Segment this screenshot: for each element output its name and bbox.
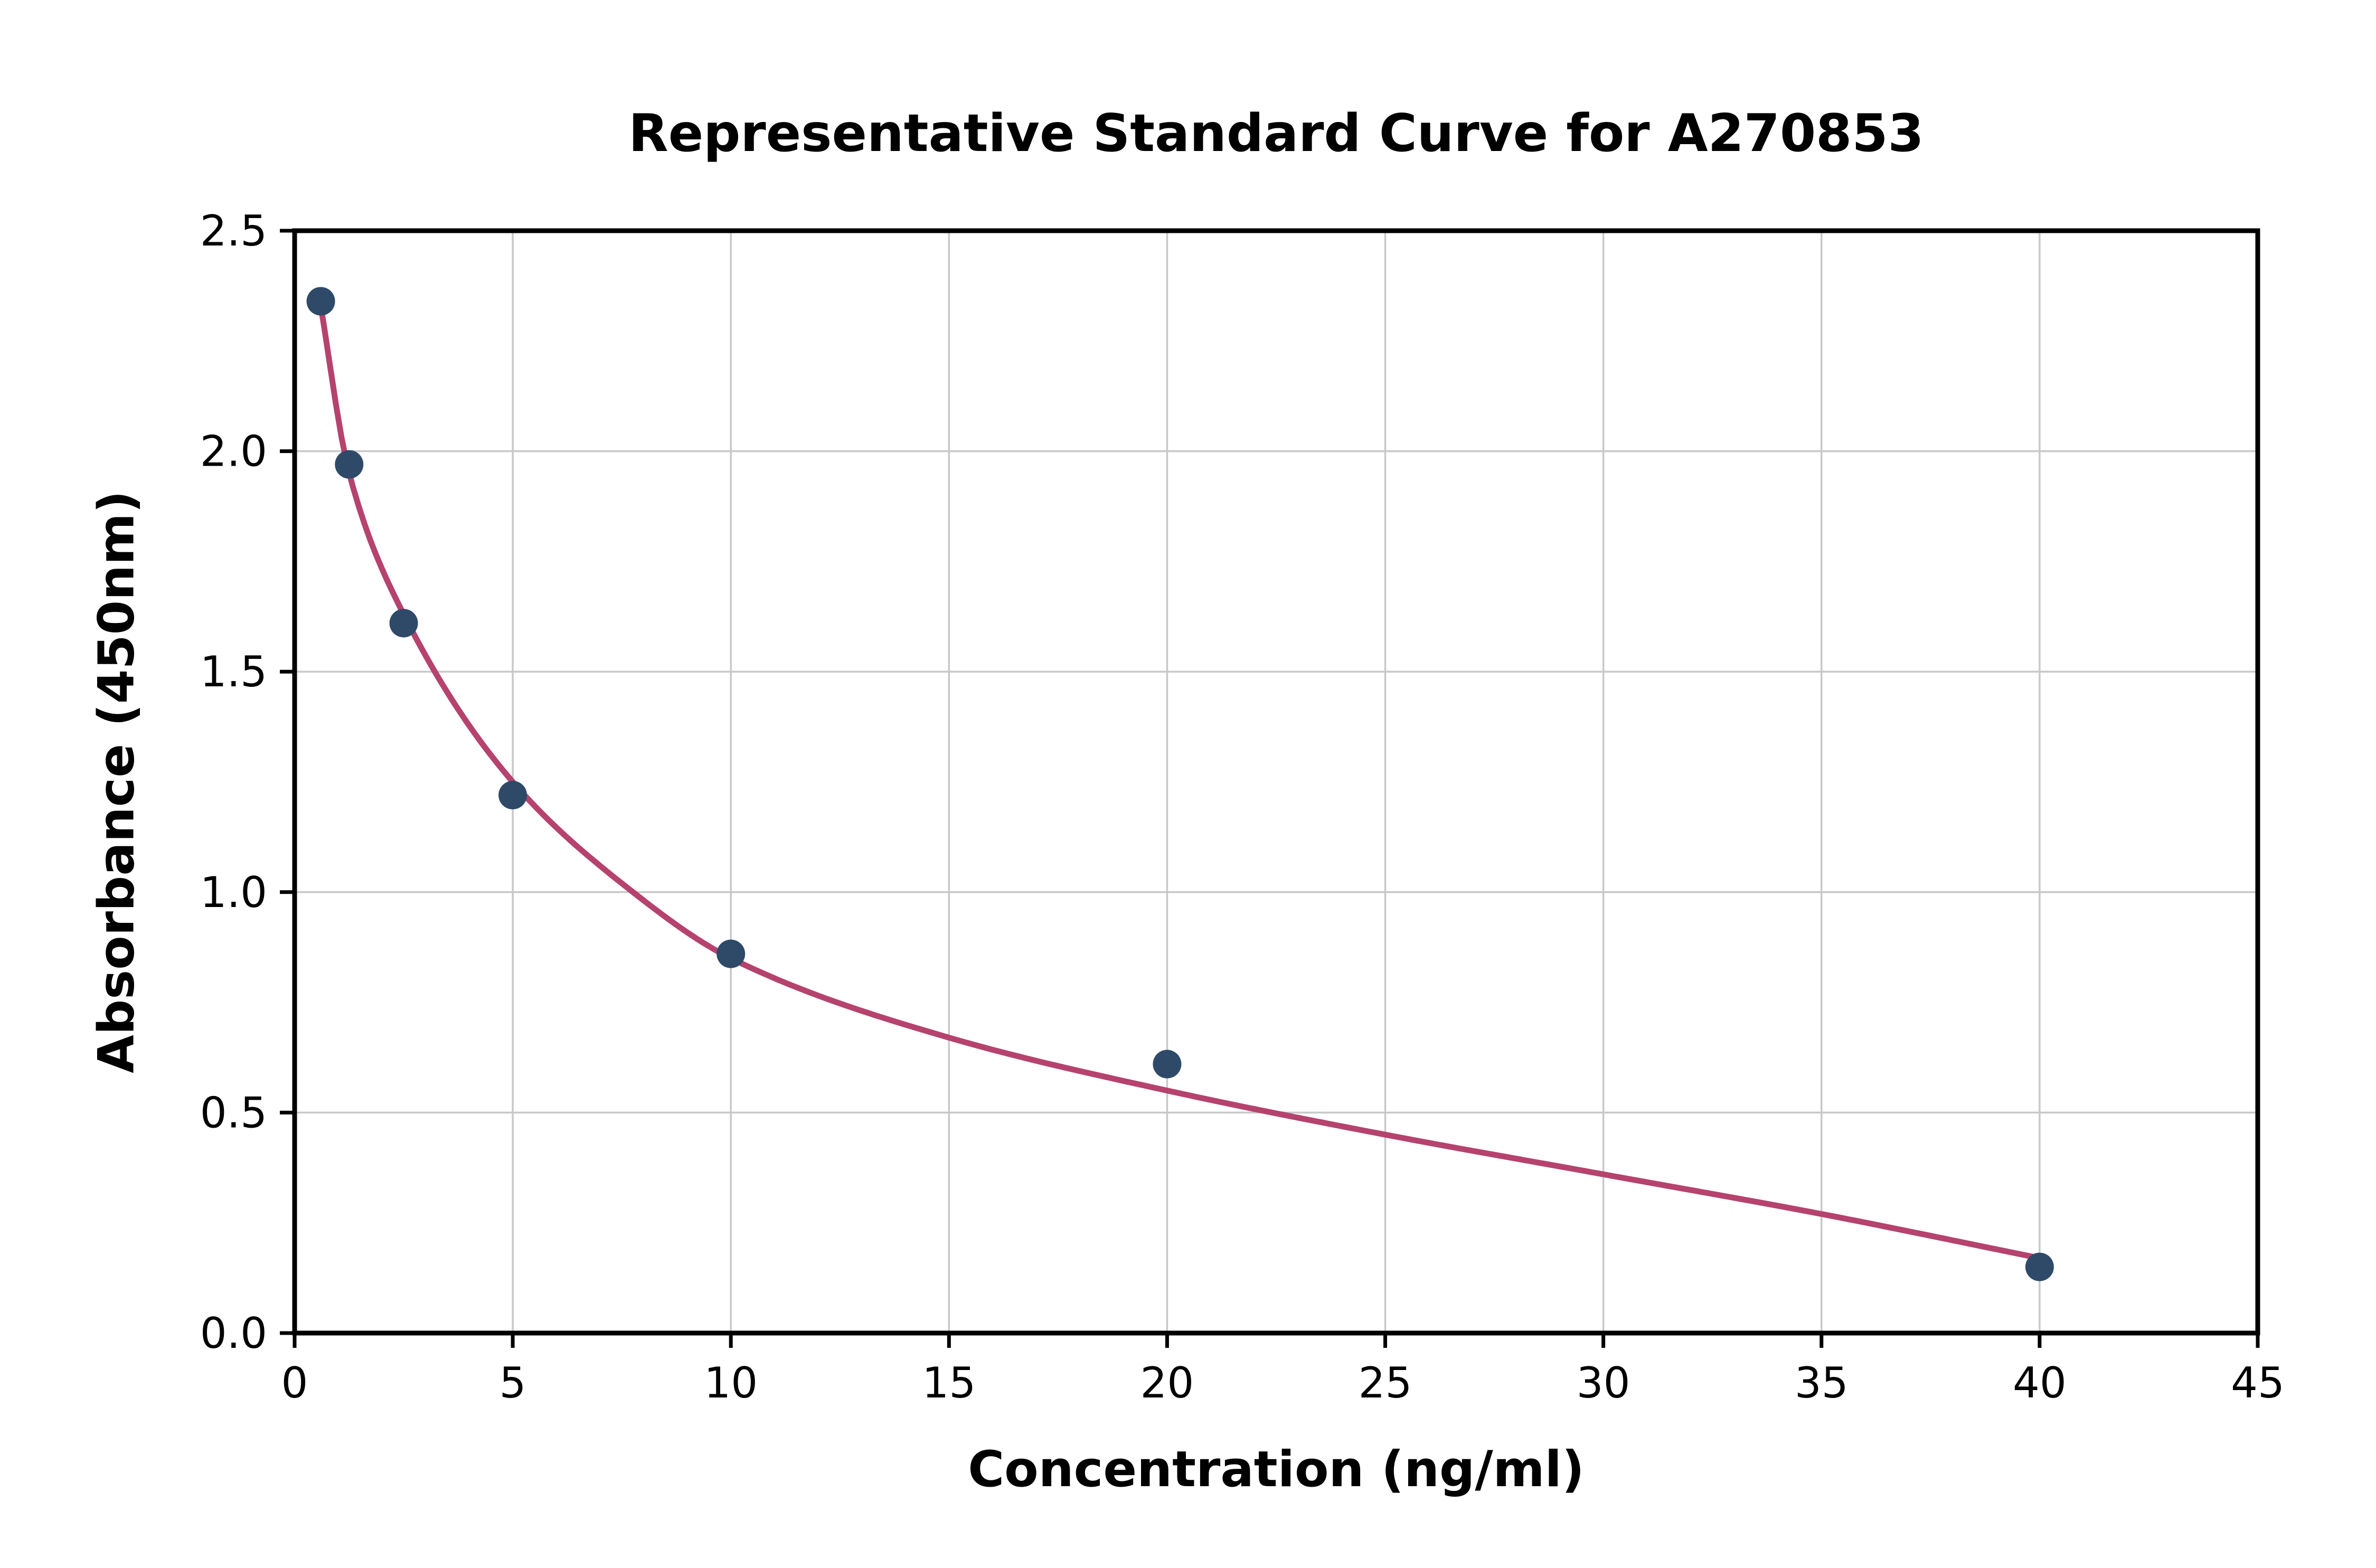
x-tick-label: 30 [1577, 1358, 1630, 1408]
data-point [498, 781, 527, 810]
plot-border [292, 228, 2260, 1336]
y-tick-label: 0.0 [200, 1309, 267, 1358]
data-point [1153, 1050, 1182, 1079]
x-tick-label: 10 [704, 1358, 758, 1408]
data-point [2025, 1252, 2054, 1281]
x-tick-label: 25 [1359, 1358, 1412, 1408]
x-tick-label: 15 [922, 1358, 976, 1408]
x-tick-label: 20 [1140, 1358, 1194, 1408]
x-tick-label: 35 [1795, 1358, 1849, 1408]
data-point [335, 450, 364, 479]
x-tick-label: 5 [499, 1358, 526, 1408]
chart-title: Representative Standard Curve for A27085… [628, 103, 1924, 164]
data-point [716, 939, 746, 968]
y-tick-label: 2.0 [200, 427, 267, 476]
y-tick-label: 1.0 [200, 868, 267, 917]
fitted-curve [315, 289, 2043, 1261]
y-tick-label: 0.5 [200, 1088, 267, 1137]
data-point [389, 609, 418, 638]
x-tick-label: 40 [2013, 1358, 2067, 1408]
y-tick-label: 2.5 [200, 206, 267, 256]
y-tick-label: 1.5 [200, 647, 267, 696]
data-point [306, 287, 335, 316]
x-tick-label: 0 [281, 1358, 308, 1408]
x-tick-label: 45 [2231, 1358, 2285, 1408]
x-axis-label: Concentration (ng/ml) [968, 1441, 1585, 1498]
